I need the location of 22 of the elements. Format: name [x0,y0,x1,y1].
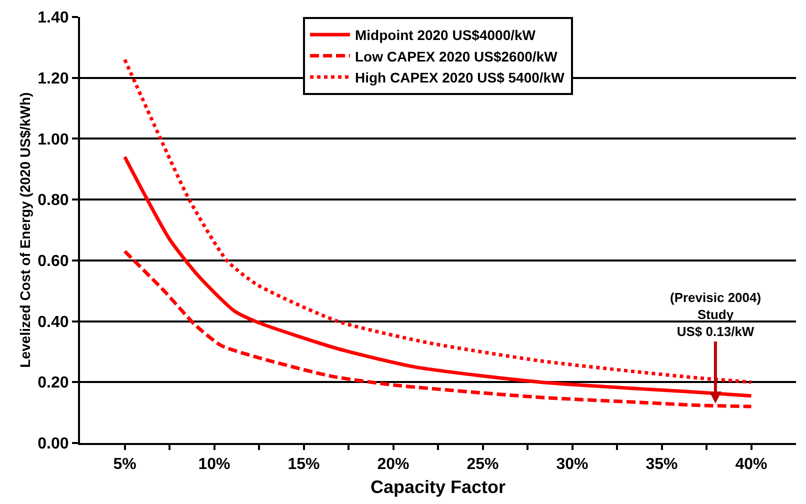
y-tick-label: 0.20 [38,374,69,392]
x-tick-label: 5% [113,456,136,474]
legend-label: High CAPEX 2020 US$ 5400/kW [355,69,566,86]
y-tick-label: 1.40 [38,10,69,27]
x-tick-label: 15% [288,456,320,474]
y-axis-title: Levelized Cost of Energy (2020 US$/kWh) [16,92,33,368]
y-tick-label: 0.80 [38,192,69,210]
x-tick-label: 35% [646,456,678,474]
y-tick-label: 0.00 [38,436,69,453]
y-tick-label: 0.40 [38,314,69,331]
legend-label: Low CAPEX 2020 US$2600/kW [355,48,558,64]
x-tick-label: 25% [466,456,499,474]
x-tick-label: 20% [377,456,410,474]
legend-label: Midpoint 2020 US$4000/kW [355,27,536,44]
annotation: (Previsic 2004) Study US$ 0.13/kW [670,290,762,339]
y-tick-label: 1.20 [38,70,69,88]
x-tick-label: 40% [735,456,768,474]
x-tick-label: 30% [556,456,588,474]
y-tick-label: 0.60 [38,253,69,270]
x-tick-label: 10% [198,456,230,474]
x-axis-title: Capacity Factor [370,476,506,497]
y-tick-label: 1.00 [38,131,69,148]
